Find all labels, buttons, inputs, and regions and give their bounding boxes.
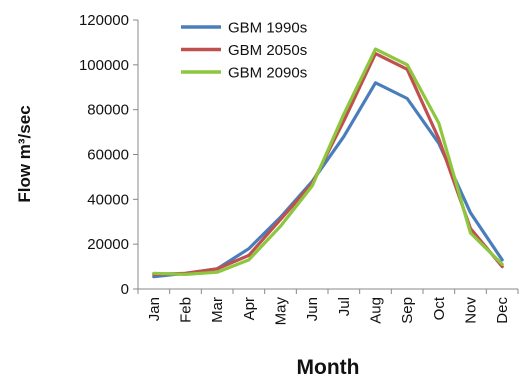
x-tick-label: Mar <box>209 297 226 323</box>
x-tick-label: Dec <box>494 297 511 324</box>
x-tick-label: Sep <box>399 297 416 324</box>
x-tick-label: Jul <box>336 297 353 316</box>
x-tick-label: Feb <box>178 297 195 323</box>
y-axis-title: Flow m³/sec <box>15 105 34 202</box>
legend-label-2: GBM 2050s <box>228 42 307 59</box>
y-tick-label: 20000 <box>87 236 129 253</box>
chart-legend: GBM 1990s GBM 2050s GBM 2090s <box>181 20 307 82</box>
y-tick-label: 60000 <box>87 147 129 164</box>
y-axis-ticks: 0 20000 40000 60000 80000 100000 120000 <box>79 12 138 298</box>
legend-label-1: GBM 1990s <box>228 20 307 37</box>
y-tick-label: 40000 <box>87 191 129 208</box>
series-lines <box>152 47 504 279</box>
x-tick-label: Oct <box>431 296 448 320</box>
x-tick-label: Aug <box>368 297 385 324</box>
x-tick-label: Apr <box>241 297 258 320</box>
legend-label-3: GBM 2090s <box>228 65 307 82</box>
y-tick-label: 100000 <box>79 57 129 74</box>
x-tick-label: May <box>273 297 290 326</box>
y-tick-label: 0 <box>121 281 129 298</box>
y-tick-label: 120000 <box>79 12 129 29</box>
x-tick-label: Jun <box>304 297 321 321</box>
y-tick-label: 80000 <box>87 102 129 119</box>
x-tick-label: Jan <box>146 297 163 321</box>
x-axis-ticks: Jan Feb Mar Apr May Jun Jul Aug Sep Oct Nov Dec <box>137 289 519 326</box>
series-line-3 <box>152 47 504 276</box>
x-axis-title: Month <box>297 356 360 379</box>
series-line-1 <box>152 81 504 279</box>
x-tick-label: Nov <box>463 297 480 324</box>
